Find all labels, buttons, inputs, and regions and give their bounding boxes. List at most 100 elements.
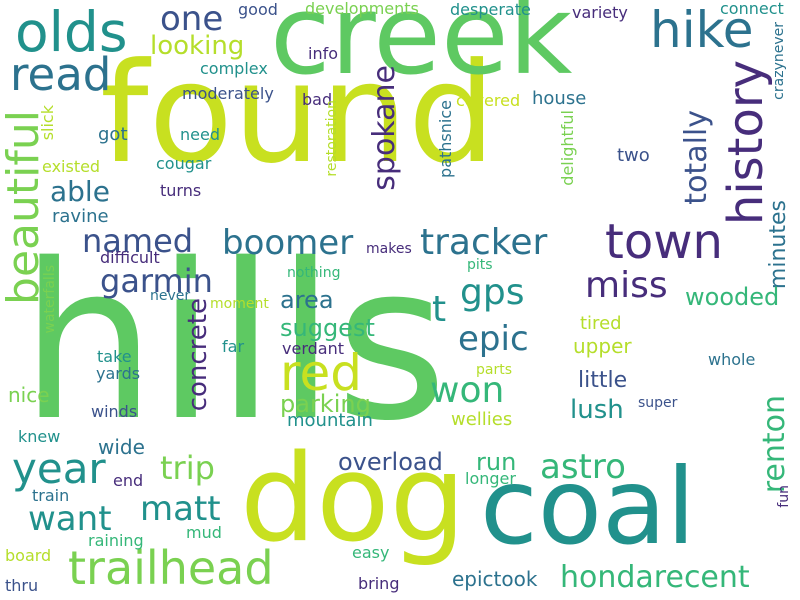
word-info: info <box>308 44 339 63</box>
word-take: take <box>97 347 132 366</box>
word-trailhead: trailhead <box>68 541 274 595</box>
word-miss: miss <box>585 265 668 306</box>
word-history: history <box>718 60 774 226</box>
word-matt: matt <box>140 489 221 529</box>
word-renton: renton <box>757 395 792 494</box>
word-trip: trip <box>160 449 215 487</box>
word-boomer: boomer <box>222 223 354 263</box>
word-suggest: suggest <box>280 314 375 342</box>
word-turns: turns <box>160 181 202 200</box>
word-mud: mud <box>186 523 222 542</box>
word-town: town <box>605 214 723 270</box>
word-yards: yards <box>96 364 141 383</box>
word-bring: bring <box>358 574 400 593</box>
word-pathsnice: pathsnice <box>436 100 455 178</box>
word-variety: variety <box>572 3 628 22</box>
word-wellies: wellies <box>451 409 513 430</box>
word-house: house <box>532 88 587 109</box>
word-never: never <box>150 288 191 304</box>
word-moment: moment <box>210 296 269 312</box>
word-coal: coal <box>480 446 696 568</box>
word-raining: raining <box>88 531 144 550</box>
word-existed: existed <box>42 157 101 176</box>
word-year: year <box>12 444 106 493</box>
word-covered: covered <box>456 91 521 110</box>
word-restoration: restoration <box>324 100 340 177</box>
word-got: got <box>98 124 128 145</box>
word-desperate: desperate <box>450 0 531 19</box>
word-connect: connect <box>720 0 784 18</box>
word-thru: thru <box>5 576 39 595</box>
word-spokane: spokane <box>367 65 402 191</box>
word-looking: looking <box>150 31 245 61</box>
word-super: super <box>638 395 678 411</box>
word-epic: epic <box>458 319 529 359</box>
word-t: t <box>432 289 447 330</box>
word-want: want <box>28 499 112 539</box>
word-dog: dog <box>240 430 466 569</box>
word-garmin: garmin <box>100 262 213 300</box>
word-cougar: cougar <box>156 154 212 173</box>
word-minutes: minutes <box>766 200 791 290</box>
word-tired: tired <box>580 313 622 334</box>
word-won: won <box>430 370 505 411</box>
word-winds: winds <box>91 402 138 421</box>
word-wide: wide <box>98 435 145 459</box>
word-parking: parking <box>280 390 371 418</box>
word-easy: easy <box>352 543 390 562</box>
word-named: named <box>82 222 194 260</box>
word-able: able <box>50 175 110 208</box>
word-run: run <box>476 448 517 476</box>
word-train: train <box>32 486 70 505</box>
word-area: area <box>280 286 334 314</box>
word-astro: astro <box>540 447 626 487</box>
word-overload: overload <box>338 448 443 476</box>
word-bad: bad <box>302 90 333 109</box>
word-verdant: verdant <box>282 339 344 358</box>
word-tracker: tracker <box>420 222 548 263</box>
word-gps: gps <box>460 272 525 313</box>
word-upper: upper <box>573 334 632 358</box>
word-whole: whole <box>708 350 756 369</box>
word-fun: fun <box>776 485 792 508</box>
word-mountain: mountain <box>287 410 373 431</box>
word-totally: totally <box>679 110 714 205</box>
word-end: end <box>113 471 144 490</box>
word-creek: creek <box>270 0 573 99</box>
word-ravine: ravine <box>52 206 109 227</box>
word-crazynever: crazynever <box>771 22 787 100</box>
word-concrete: concrete <box>183 298 213 412</box>
word-moderately: moderately <box>182 84 274 103</box>
word-nice: nice <box>8 383 50 407</box>
word-epictook: epictook <box>452 567 538 591</box>
word-red: red <box>280 344 362 402</box>
word-one: one <box>160 0 224 39</box>
word-pits: pits <box>467 257 493 273</box>
word-knew: knew <box>18 427 61 446</box>
word-waterfalls: waterfalls <box>42 265 58 334</box>
word-two: two <box>617 145 650 166</box>
word-far: far <box>222 337 245 356</box>
word-found: found <box>100 33 496 194</box>
word-hondarecent: hondarecent <box>560 560 750 595</box>
word-difficult: difficult <box>100 248 160 267</box>
word-longer: longer <box>465 469 516 488</box>
word-wooded: wooded <box>685 283 780 311</box>
word-hills: hills <box>20 217 448 468</box>
word-read: read <box>10 48 112 101</box>
word-developments: developments <box>305 0 419 18</box>
word-need: need <box>180 125 220 144</box>
word-makes: makes <box>366 241 412 257</box>
word-parts: parts <box>476 362 513 378</box>
word-delightful: delightful <box>558 110 577 186</box>
word-olds: olds <box>15 0 128 64</box>
word-board: board <box>5 546 52 565</box>
word-hike: hike <box>650 1 754 59</box>
word-slick: slick <box>38 105 57 141</box>
word-complex: complex <box>200 59 268 78</box>
word-nothing: nothing <box>287 265 341 281</box>
word-lush: lush <box>570 395 624 425</box>
word-little: little <box>578 368 628 393</box>
word-good: good <box>238 0 278 19</box>
